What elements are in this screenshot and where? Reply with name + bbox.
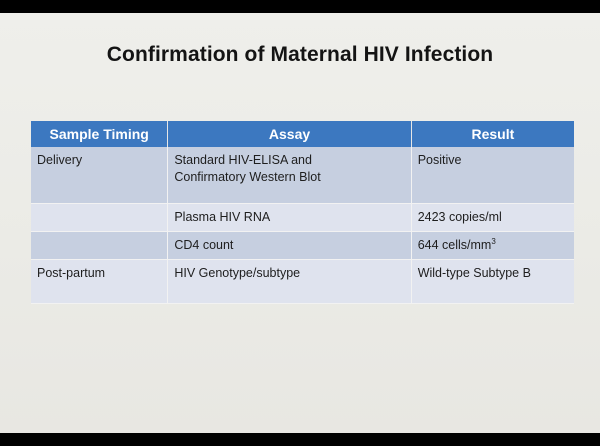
cell-timing: Delivery: [31, 147, 169, 204]
result-text: 644 cells/mm: [417, 237, 492, 252]
slide: Confirmation of Maternal HIV Infection S…: [0, 13, 600, 433]
table-header-row: Sample Timing Assay Result: [31, 121, 574, 147]
table-row: Plasma HIV RNA 2423 copies/ml: [31, 203, 574, 232]
table-row: Post-partum HIV Genotype/subtype Wild-ty…: [31, 259, 574, 304]
cell-result: 644 cells/mm3: [411, 231, 574, 260]
table-row: CD4 count 644 cells/mm3: [31, 231, 574, 260]
assay-line: Confirmatory Western Blot: [174, 170, 321, 184]
cell-timing: Post-partum: [31, 259, 169, 304]
cell-assay: Standard HIV-ELISA and Confirmatory West…: [167, 147, 412, 204]
cell-timing: [31, 203, 169, 232]
header-assay: Assay: [167, 121, 412, 147]
cell-result: 2423 copies/ml: [411, 203, 574, 232]
result-superscript: 3: [491, 236, 496, 246]
header-result: Result: [411, 121, 574, 147]
header-sample-timing: Sample Timing: [31, 121, 169, 147]
results-table: Sample Timing Assay Result Delivery Stan…: [31, 121, 574, 304]
table-row: Delivery Standard HIV-ELISA and Confirma…: [31, 147, 574, 204]
cell-result: Positive: [411, 147, 574, 204]
cell-assay: CD4 count: [167, 231, 412, 260]
assay-line: Standard HIV-ELISA and: [174, 153, 312, 167]
cell-assay: HIV Genotype/subtype: [167, 259, 412, 304]
cell-assay: Plasma HIV RNA: [167, 203, 412, 232]
slide-title: Confirmation of Maternal HIV Infection: [106, 43, 494, 66]
cell-timing: [31, 231, 169, 260]
cell-result: Wild-type Subtype B: [411, 259, 574, 304]
